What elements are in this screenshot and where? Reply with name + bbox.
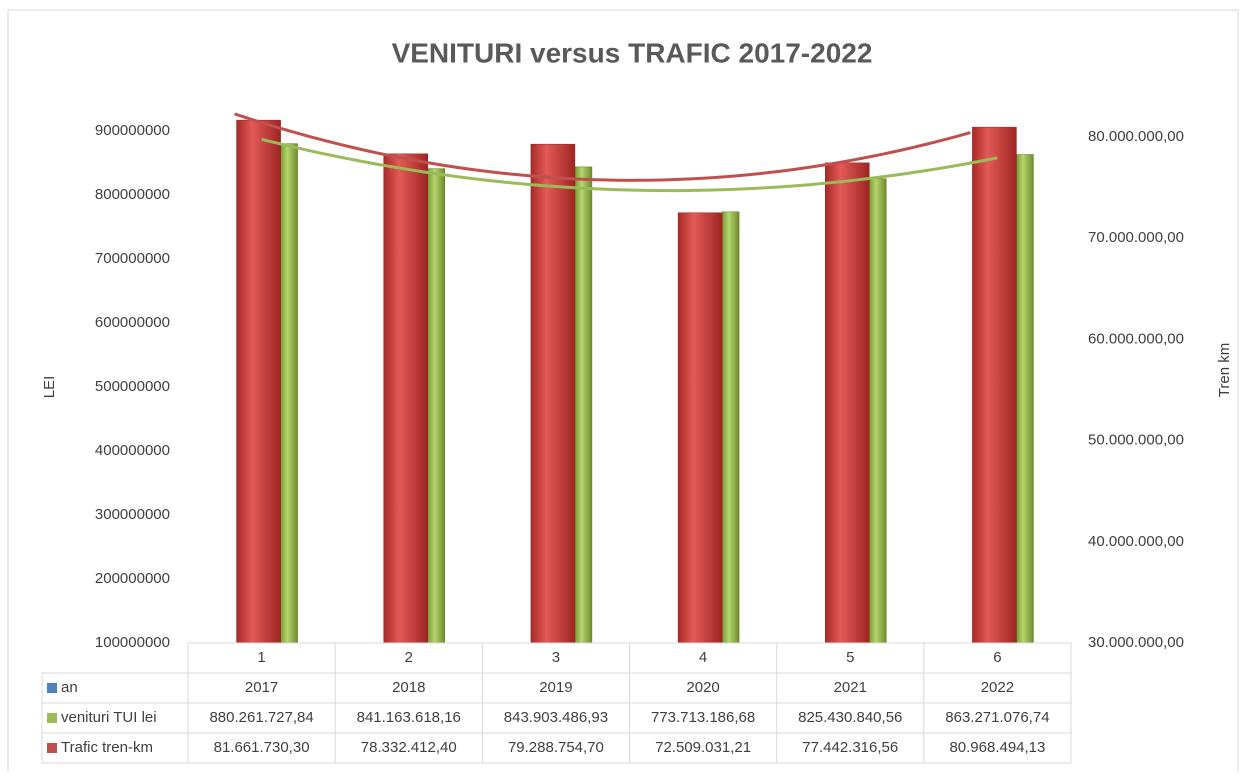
legend-key bbox=[47, 743, 57, 753]
bar bbox=[972, 126, 1017, 644]
x-tick-label: 1 bbox=[257, 649, 265, 666]
table-cell: 2017 bbox=[245, 679, 278, 696]
table-cell: 2021 bbox=[834, 679, 867, 696]
bar bbox=[574, 166, 593, 644]
trendline bbox=[234, 112, 971, 182]
table-cell: 880.261.727,84 bbox=[209, 709, 313, 726]
legend-key bbox=[47, 683, 57, 693]
y-tick-label: 200000000 bbox=[95, 570, 170, 587]
bar bbox=[721, 211, 740, 644]
y-tick-label: 800000000 bbox=[95, 186, 170, 203]
x-tick-label: 5 bbox=[846, 649, 854, 666]
legend-label: venituri TUI lei bbox=[61, 709, 157, 726]
y-tick-label: 300000000 bbox=[95, 506, 170, 523]
legend-key bbox=[47, 713, 57, 723]
table-cell: 77.442.316,56 bbox=[802, 739, 898, 756]
bar bbox=[677, 212, 723, 644]
y2-tick-label: 80.000.000,00 bbox=[1088, 128, 1184, 145]
table-cell: 2022 bbox=[981, 679, 1014, 696]
x-tick-label: 3 bbox=[552, 649, 560, 666]
table-cell: 81.661.730,30 bbox=[214, 739, 310, 756]
y-tick-label: 100000000 bbox=[95, 634, 170, 651]
bar bbox=[530, 143, 576, 644]
bar bbox=[383, 153, 428, 644]
y2-tick-label: 70.000.000,00 bbox=[1088, 229, 1184, 246]
y-tick-label: 900000000 bbox=[95, 122, 170, 139]
bar bbox=[236, 119, 281, 644]
x-tick-label: 6 bbox=[993, 649, 1001, 666]
legend-label: an bbox=[61, 679, 78, 696]
y2-tick-label: 40.000.000,00 bbox=[1088, 533, 1184, 550]
table-cell: 80.968.494,13 bbox=[949, 739, 1045, 756]
table-cell: 825.430.840,56 bbox=[798, 709, 902, 726]
bar bbox=[1016, 154, 1034, 644]
table-cell: 2020 bbox=[686, 679, 719, 696]
chart-title: VENITURI versus TRAFIC 2017-2022 bbox=[392, 37, 873, 68]
y-tick-label: 400000000 bbox=[95, 442, 170, 459]
y-tick-label: 500000000 bbox=[95, 378, 170, 395]
table-cell: 2019 bbox=[539, 679, 572, 696]
bar bbox=[427, 168, 445, 644]
y2-tick-label: 30.000.000,00 bbox=[1088, 634, 1184, 651]
y-tick-label: 700000000 bbox=[95, 250, 170, 267]
y2-axis-title: Tren km bbox=[1216, 343, 1233, 397]
table-cell: 773.713.186,68 bbox=[651, 709, 755, 726]
y2-tick-label: 60.000.000,00 bbox=[1088, 330, 1184, 347]
bar bbox=[869, 178, 887, 644]
bar bbox=[825, 162, 870, 644]
y-tick-label: 600000000 bbox=[95, 314, 170, 331]
table-cell: 72.509.031,21 bbox=[655, 739, 751, 756]
bar bbox=[280, 143, 298, 644]
table-cell: 843.903.486,93 bbox=[504, 709, 608, 726]
trendline bbox=[261, 137, 998, 193]
x-tick-label: 2 bbox=[405, 649, 413, 666]
y-axis-title: LEI bbox=[41, 376, 58, 399]
table-cell: 79.288.754,70 bbox=[508, 739, 604, 756]
chart-border bbox=[7, 9, 1239, 777]
table-cell: 78.332.412,40 bbox=[361, 739, 457, 756]
table-cell: 841.163.618,16 bbox=[357, 709, 461, 726]
table-cell: 2018 bbox=[392, 679, 425, 696]
y2-tick-label: 50.000.000,00 bbox=[1088, 432, 1184, 449]
legend-label: Trafic tren-km bbox=[61, 739, 153, 756]
x-tick-label: 4 bbox=[699, 649, 707, 666]
table-cell: 863.271.076,74 bbox=[945, 709, 1049, 726]
